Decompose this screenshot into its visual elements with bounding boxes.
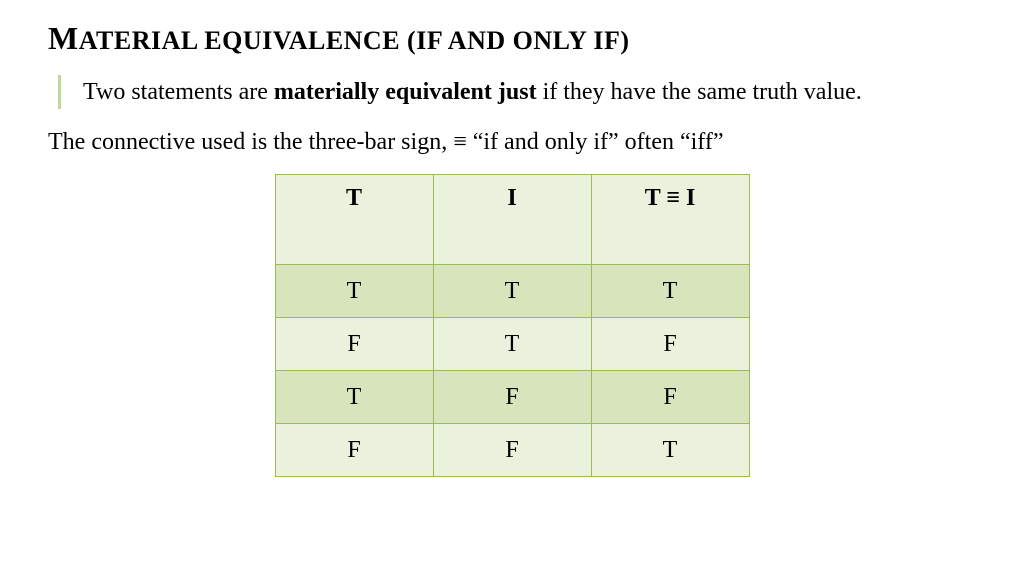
truth-table: T I T ≡ I T T T F T F T F (275, 174, 750, 477)
table-row: F T F (275, 318, 749, 371)
title-first-letter: M (48, 20, 79, 56)
definition-block: Two statements are materially equivalent… (58, 75, 903, 109)
title-rest: ATERIAL EQUIVALENCE (IF AND ONLY IF) (79, 26, 630, 55)
connective-text: The connective used is the three-bar sig… (48, 129, 976, 156)
cell: T (591, 265, 749, 318)
cell: F (433, 424, 591, 477)
cell: T (591, 424, 749, 477)
cell: T (433, 318, 591, 371)
slide-title: MATERIAL EQUIVALENCE (IF AND ONLY IF) (48, 20, 976, 57)
cell: T (275, 265, 433, 318)
col-header: T ≡ I (591, 175, 749, 265)
table-row: T F F (275, 371, 749, 424)
definition-post: if they have the same truth value. (537, 79, 862, 105)
cell: F (275, 318, 433, 371)
cell: T (275, 371, 433, 424)
col-header: I (433, 175, 591, 265)
cell: F (591, 371, 749, 424)
cell: F (275, 424, 433, 477)
table-header-row: T I T ≡ I (275, 175, 749, 265)
definition-pre: Two statements are (83, 79, 274, 105)
table-row: T T T (275, 265, 749, 318)
col-header: T (275, 175, 433, 265)
cell: F (433, 371, 591, 424)
table-row: F F T (275, 424, 749, 477)
cell: F (591, 318, 749, 371)
definition-bold: materially equivalent just (274, 79, 537, 105)
cell: T (433, 265, 591, 318)
